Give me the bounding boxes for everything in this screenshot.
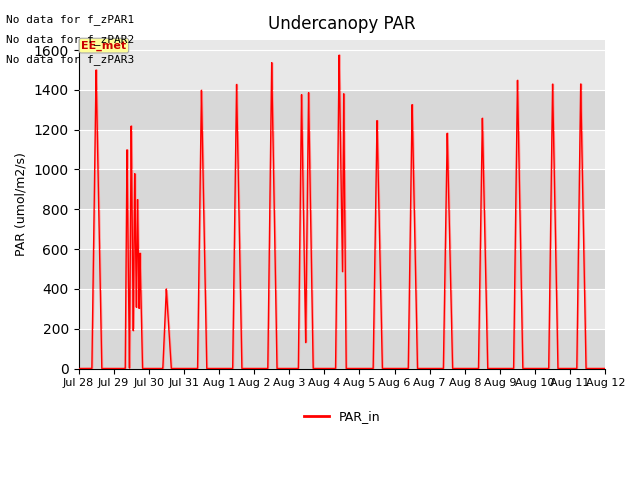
Text: No data for f_zPAR3: No data for f_zPAR3	[6, 54, 134, 65]
Legend: PAR_in: PAR_in	[299, 405, 385, 428]
Text: EE_met: EE_met	[81, 40, 127, 51]
Title: Undercanopy PAR: Undercanopy PAR	[268, 15, 416, 33]
Bar	[79, 90, 605, 130]
Bar	[79, 249, 605, 289]
Y-axis label: PAR (umol/m2/s): PAR (umol/m2/s)	[15, 152, 28, 256]
Text: No data for f_zPAR1: No data for f_zPAR1	[6, 13, 134, 24]
Bar	[79, 169, 605, 209]
Text: No data for f_zPAR2: No data for f_zPAR2	[6, 34, 134, 45]
Bar	[79, 329, 605, 369]
